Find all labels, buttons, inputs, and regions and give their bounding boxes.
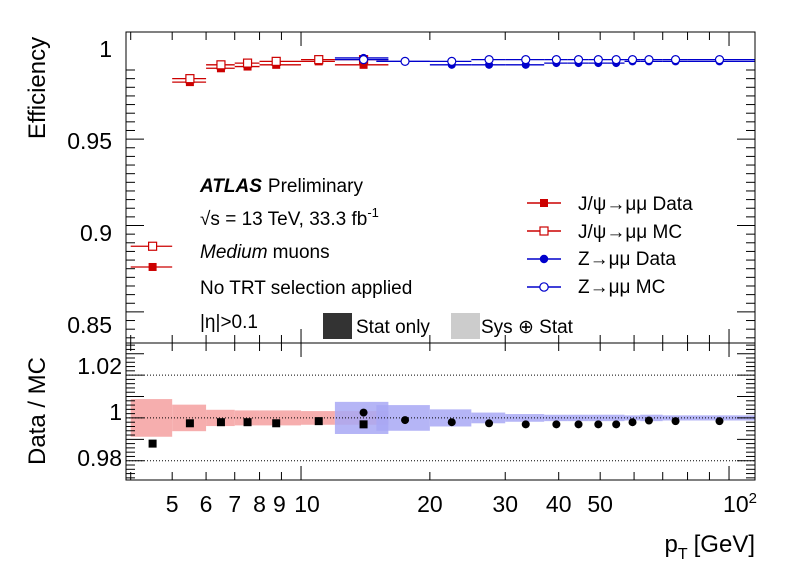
x-tick-label: 40: [546, 491, 572, 517]
ratio-point: [148, 439, 157, 448]
data-point: [521, 55, 531, 65]
axis-ticks: [126, 32, 755, 480]
ratio-band-bin: [567, 414, 589, 422]
data-point: [271, 56, 281, 66]
legend-label: Z→μμ Data: [578, 249, 676, 270]
x-tick-label: 30: [492, 491, 518, 517]
atlas-label: ATLAS Preliminary: [199, 176, 363, 197]
data-point: [400, 56, 410, 66]
y-tick-label: 0.98: [77, 445, 122, 471]
data-point: [185, 74, 195, 84]
legend-jpsi-mc-marker: [539, 226, 549, 236]
ratio-point: [359, 408, 368, 417]
ratio-band-bin: [588, 414, 608, 422]
ratio-point: [644, 416, 653, 425]
ratio-band-bin: [471, 412, 506, 424]
data-point: [359, 60, 368, 69]
ratio-point: [314, 417, 323, 426]
data-point: [314, 55, 324, 65]
data-point: [593, 55, 603, 65]
data-point: [358, 55, 369, 65]
legend-label: J/ψ→μμ MC: [578, 222, 682, 243]
x-tick-label: 6: [200, 491, 213, 517]
data-marks: [130, 53, 755, 448]
y-tick-label: 0.9: [80, 220, 112, 246]
legend: J/ψ→μμ Data J/ψ→μμ MC Z→μμ Data Z→μμ MC …: [323, 194, 693, 339]
legend-z-mc-marker: [539, 282, 549, 292]
legend-sys-stat-swatch: [451, 313, 480, 339]
legend-z-data-marker: [539, 254, 549, 264]
legend-jpsi-data-marker: [540, 199, 548, 207]
legend-label: Sys ⊕ Stat: [481, 317, 574, 338]
x-axis-label: pT [GeV]: [665, 531, 756, 563]
x-tick-label: 8: [253, 491, 266, 517]
y-tick-label: 1: [109, 399, 122, 425]
y-tick-label: 1: [99, 36, 112, 62]
legend-stat-only-swatch: [323, 313, 352, 339]
x-tick-label: 10: [294, 491, 320, 517]
data-point: [644, 55, 654, 65]
ratio-y-axis-label: Data / MC: [24, 357, 51, 465]
ratio-point: [359, 420, 368, 429]
ratio-band-bin: [505, 414, 545, 422]
data-point: [216, 60, 226, 70]
x-tick-label: 20: [417, 491, 443, 517]
legend-label: Z→μμ MC: [578, 277, 665, 298]
muon-selection-label: Medium muons: [200, 242, 330, 263]
legend-label: J/ψ→μμ Data: [578, 194, 693, 215]
ratio-point: [447, 418, 456, 427]
ratio-band-bin: [607, 414, 625, 422]
ratio-band-bin: [624, 415, 641, 421]
x-tick-label: 50: [587, 491, 613, 517]
ratio-point: [574, 420, 583, 429]
x-tick-label: 9: [273, 491, 286, 517]
data-point: [573, 55, 584, 65]
data-point: [147, 241, 158, 251]
ratio-band-bin: [259, 410, 302, 426]
ratio-point: [628, 418, 637, 427]
y-tick-label: 1.02: [77, 353, 122, 379]
x-tick-label: 7: [228, 491, 241, 517]
ratio-point: [401, 416, 410, 425]
energy-label: √s = 13 TeV, 33.3 fb-1: [200, 205, 379, 230]
data-point: [670, 55, 681, 65]
ratio-point: [715, 417, 724, 426]
data-point: [611, 55, 621, 65]
y-tick-label: 0.85: [67, 312, 112, 338]
ratio-point: [671, 417, 680, 426]
data-point: [714, 55, 725, 65]
top-y-axis-label: Efficiency: [24, 37, 51, 139]
x-tick-label: 5: [166, 491, 179, 517]
data-point: [447, 56, 457, 66]
data-point: [551, 55, 561, 65]
ratio-point: [485, 419, 494, 428]
x-tick-label-power: 102: [723, 490, 757, 517]
ratio-bands: [130, 399, 755, 437]
ratio-point: [521, 420, 530, 429]
ratio-point: [216, 418, 225, 427]
ratio-point: [612, 420, 621, 429]
legend-label: Stat only: [356, 317, 430, 338]
ratio-plot-frame: [125, 342, 756, 481]
eta-label: |η|>0.1: [200, 312, 258, 333]
x-tick-labels: 5 6 7 8 9 10 20 30 40 50: [166, 491, 613, 517]
ratio-band-bin: [234, 410, 260, 426]
y-tick-label: 0.95: [67, 128, 112, 154]
data-point: [627, 55, 638, 65]
trt-label: No TRT selection applied: [200, 278, 412, 299]
data-point: [484, 55, 494, 65]
data-point: [242, 58, 253, 68]
ratio-band-bin: [206, 409, 235, 427]
ratio-point: [594, 420, 603, 429]
ratio-point: [185, 419, 194, 428]
ratio-point: [552, 420, 561, 429]
data-point: [148, 262, 157, 271]
ratio-point: [272, 419, 281, 428]
ratio-point: [243, 418, 252, 427]
